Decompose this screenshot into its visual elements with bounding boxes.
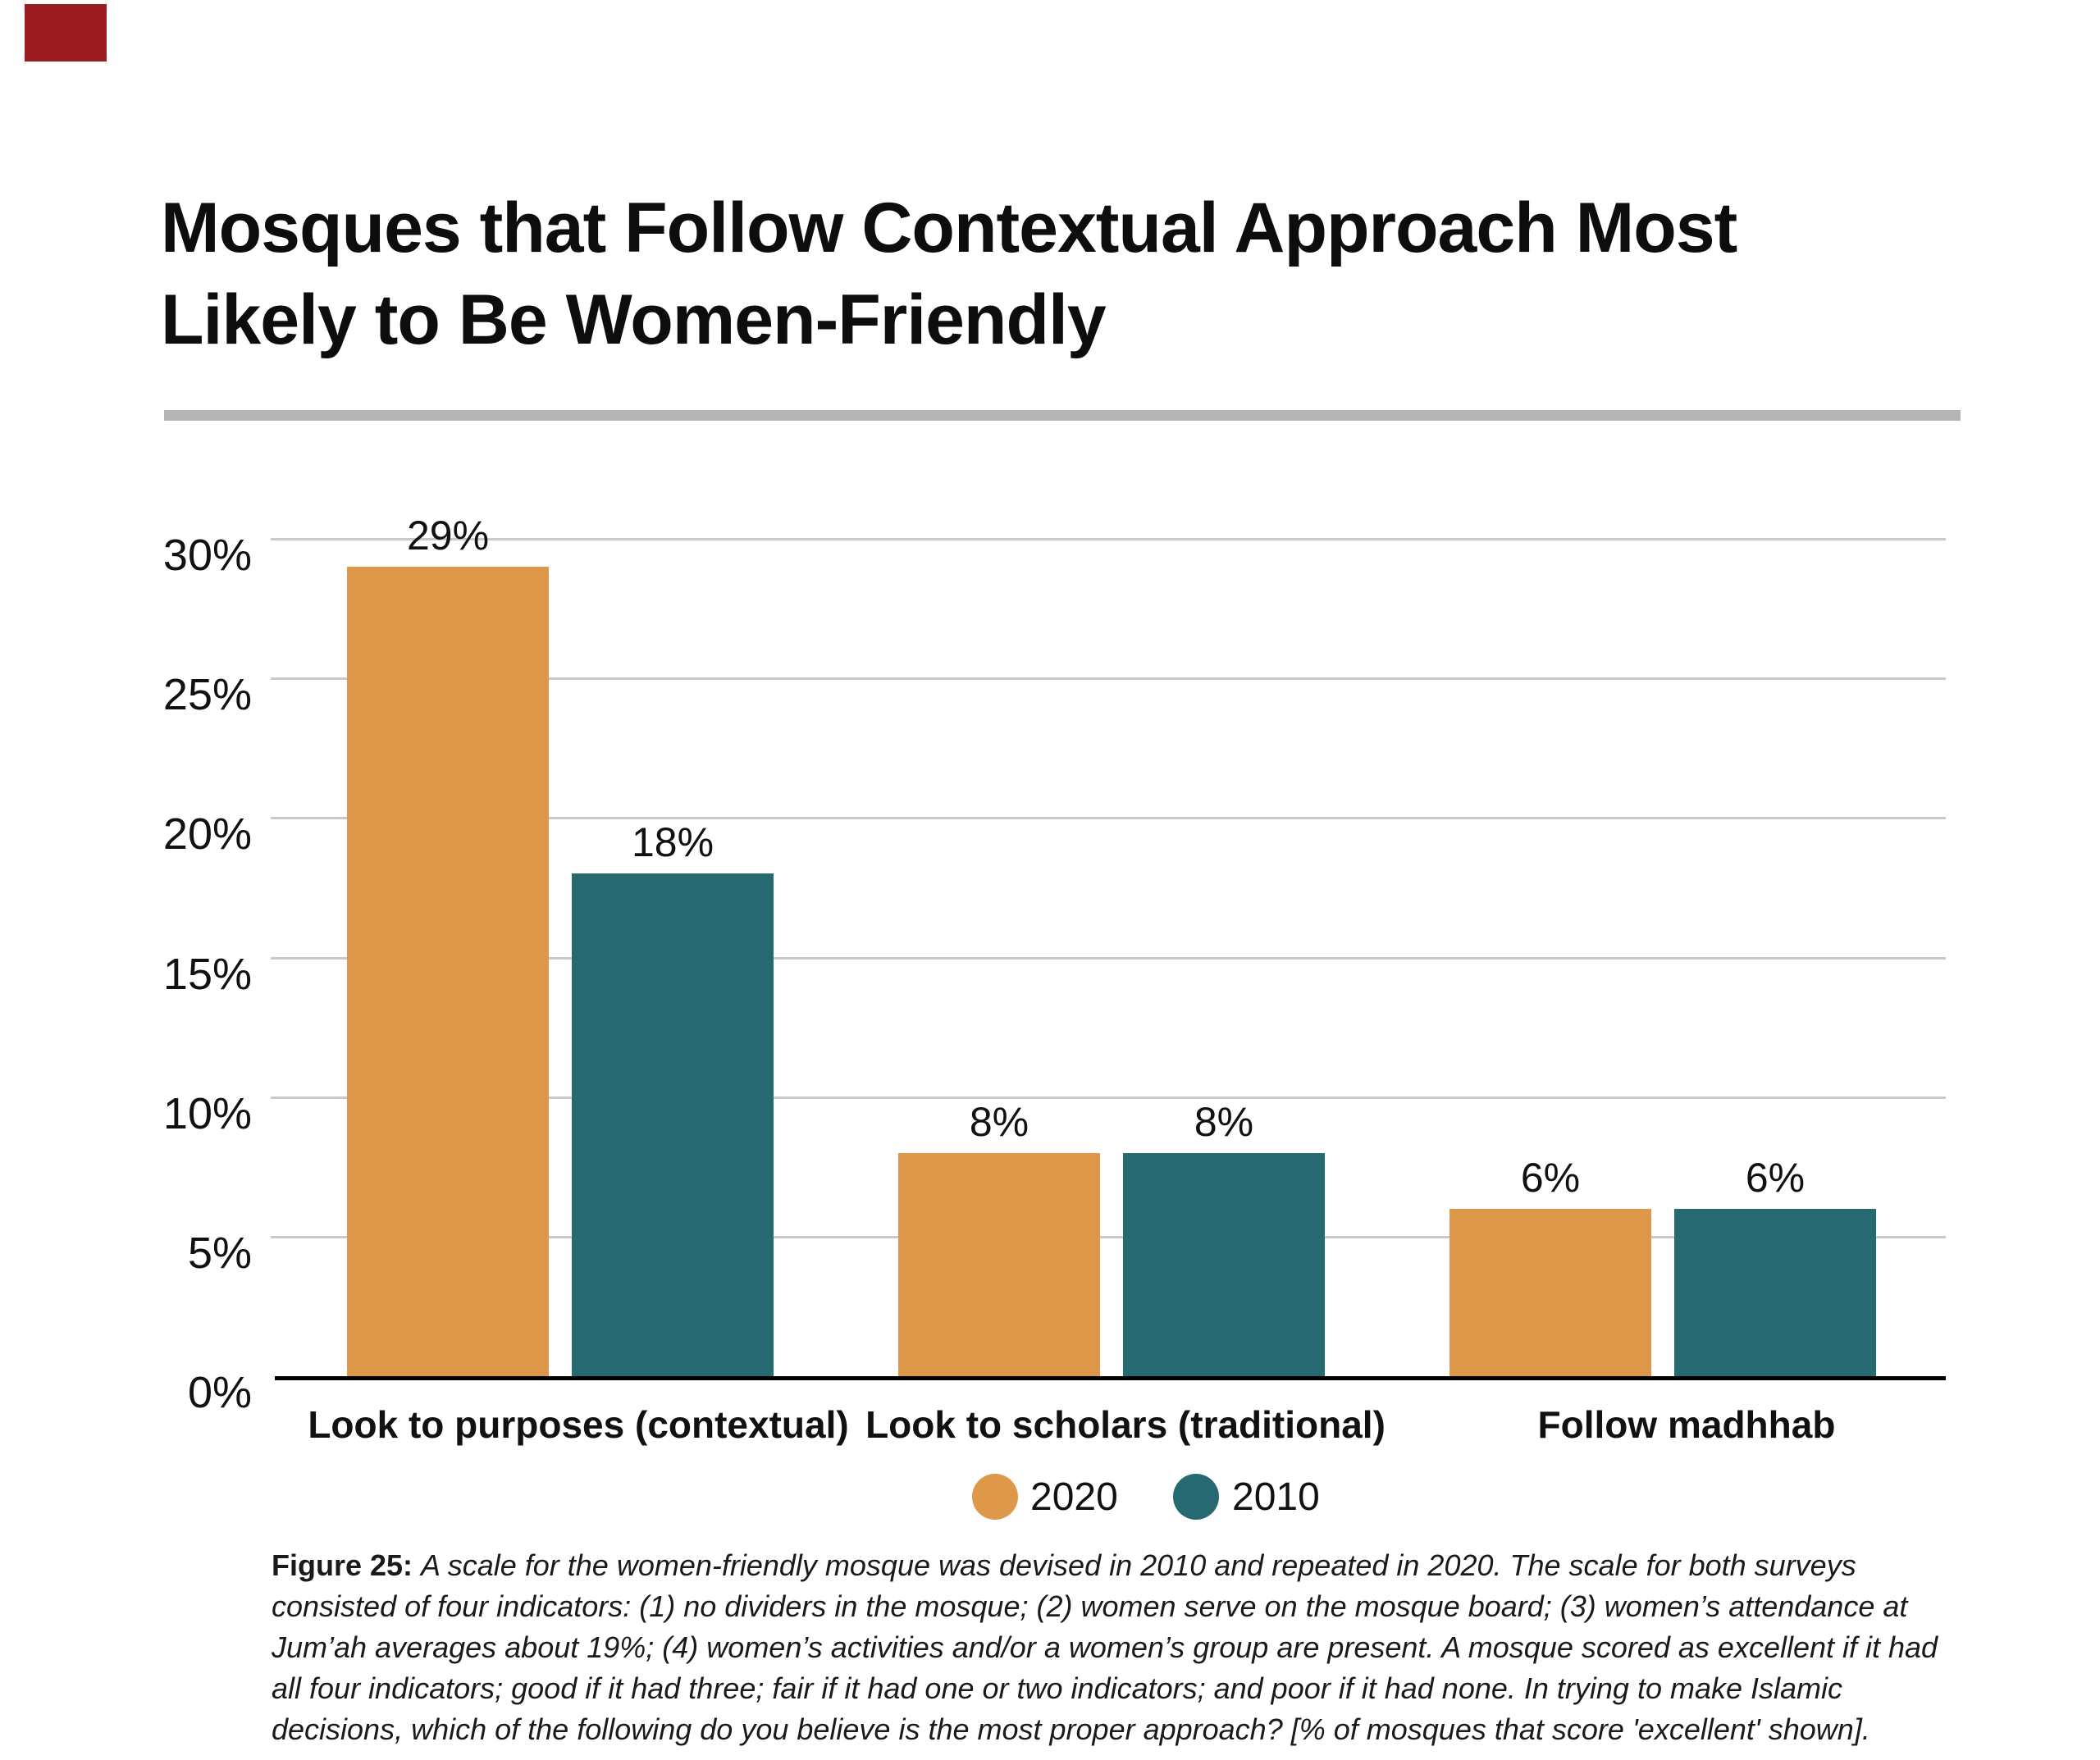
y-tick-label: 30%: [162, 531, 252, 580]
title-divider: [164, 410, 1961, 421]
gridline: [271, 957, 1946, 960]
caption-line: Jum’ah averages about 19%; (4) women’s a…: [272, 1630, 1938, 1664]
legend-swatch-2010: [1173, 1474, 1219, 1520]
corner-accent-badge: [25, 4, 107, 62]
figure-title-line-1: Mosques that Follow Contextual Approach …: [161, 189, 1737, 267]
gridline: [271, 817, 1946, 819]
category-label: Follow madhhab: [1537, 1403, 1836, 1446]
figure-title: Mosques that Follow Contextual Approach …: [161, 182, 1737, 366]
y-tick-label: 10%: [162, 1089, 252, 1138]
bar-2010-group-3: [1674, 1209, 1876, 1376]
y-tick-label: 5%: [187, 1229, 252, 1278]
caption-line: decisions, which of the following do you…: [272, 1712, 1870, 1746]
gridline: [271, 1236, 1946, 1238]
caption-figure-number: Figure 25:: [272, 1548, 413, 1582]
y-tick-label: 20%: [162, 809, 252, 859]
caption-line: consisted of four indicators: (1) no div…: [272, 1589, 1908, 1623]
x-axis-line: [275, 1376, 1946, 1380]
legend-label-2010: 2010: [1232, 1475, 1320, 1519]
caption-line-1-text: A scale for the women-friendly mosque wa…: [421, 1548, 1856, 1582]
value-label: 18%: [631, 819, 714, 865]
caption-line: all four indicators; good if it had thre…: [272, 1671, 1843, 1705]
y-tick-label: 25%: [162, 670, 252, 719]
bar-2010-group-1: [572, 873, 774, 1376]
value-label: 6%: [1745, 1155, 1806, 1201]
gridline: [271, 1097, 1946, 1099]
gridline: [271, 538, 1946, 540]
figure-caption: Figure 25: A scale for the women-friendly…: [272, 1545, 1938, 1750]
legend-label-2020: 2020: [1030, 1475, 1118, 1519]
bar-2020-group-3: [1449, 1209, 1651, 1376]
caption-line: Figure 25: A scale for the women-friendly…: [272, 1545, 1938, 1586]
value-label: 8%: [1194, 1099, 1254, 1145]
y-tick-label: 0%: [187, 1368, 252, 1417]
gridline: [271, 677, 1946, 680]
value-label: 8%: [969, 1099, 1029, 1145]
bar-2010-group-2: [1123, 1153, 1325, 1376]
y-tick-label: 15%: [162, 950, 252, 999]
value-label: 6%: [1520, 1155, 1581, 1201]
category-label: Look to scholars (traditional): [865, 1403, 1386, 1446]
figure-title-line-2: Likely to Be Women-Friendly: [161, 280, 1107, 359]
value-label: 29%: [406, 513, 490, 559]
bar-2020-group-1: [347, 567, 549, 1376]
legend-swatch-2020: [972, 1474, 1018, 1520]
bar-2020-group-2: [898, 1153, 1100, 1376]
category-label: Look to purposes (contextual): [308, 1403, 849, 1446]
